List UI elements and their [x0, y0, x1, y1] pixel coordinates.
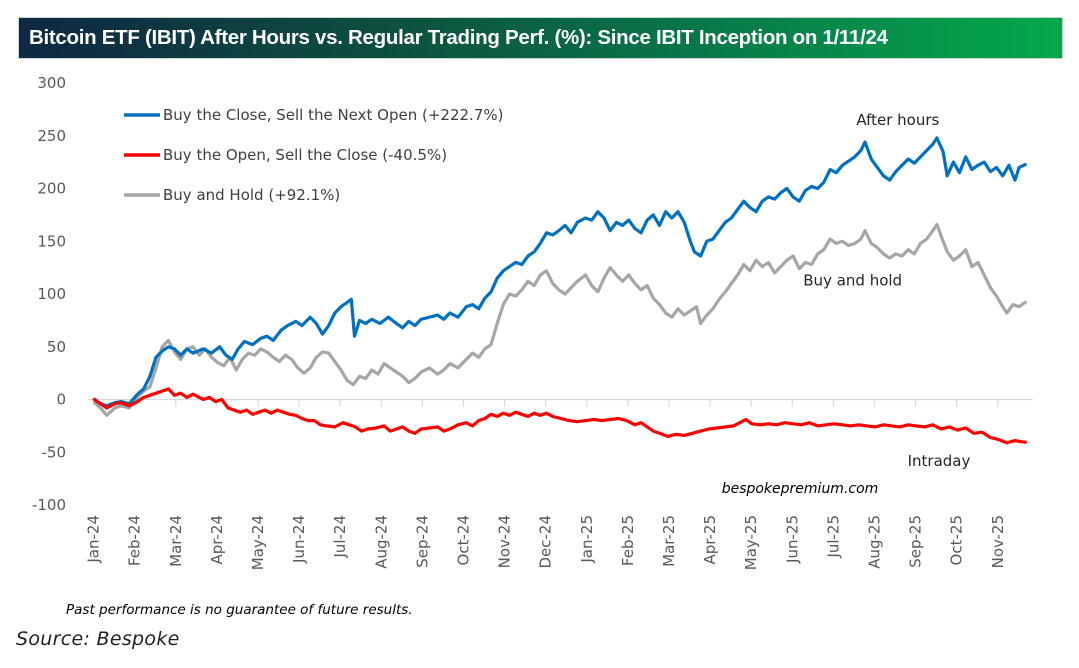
axes: -100 -50 0 50 100 150 200 250 300 Jan-24 Feb-24 Mar…: [32, 74, 1033, 570]
x-tick-label: Jun-24: [290, 515, 308, 564]
disclaimer: Past performance is no guarantee of futu…: [66, 602, 413, 618]
x-tick-label: Nov-25: [989, 515, 1007, 568]
watermark: bespokepremium.com: [722, 481, 879, 497]
y-tick-label: -50: [42, 443, 67, 461]
series-line-1: [92, 387, 1027, 445]
y-tick-label: 250: [37, 127, 66, 145]
y-tick-label: 0: [56, 391, 66, 409]
x-tick-label: Oct-25: [948, 515, 966, 565]
series-layer: [92, 136, 1027, 445]
chart-title: Bitcoin ETF (IBIT) After Hours vs. Regul…: [18, 17, 1063, 59]
x-tick-label: Sep-25: [907, 515, 925, 568]
x-tick-label: Oct-24: [454, 515, 472, 565]
x-tick-label: Jan-24: [85, 515, 103, 564]
x-tick-label: Jul-25: [824, 515, 842, 559]
x-tick-label: Jun-25: [783, 515, 801, 564]
x-tick-label: Sep-24: [413, 515, 431, 568]
y-tick-label: 100: [37, 285, 66, 303]
annotation-label: Buy and hold: [803, 272, 902, 290]
legend-label-2: Buy and Hold (+92.1%): [163, 186, 340, 204]
source-note: Source: Bespoke: [16, 628, 180, 650]
legend-label-1: Buy the Open, Sell the Close (-40.5%): [163, 146, 447, 164]
x-tick-label: Nov-24: [496, 515, 514, 568]
x-tick-label: Feb-24: [126, 515, 144, 566]
x-tick-label: Apr-25: [701, 515, 719, 565]
x-tick-label: Jul-24: [331, 515, 349, 559]
x-tick-label: Aug-24: [372, 515, 390, 569]
x-tick-label: Aug-25: [865, 515, 883, 569]
annotations: After hours Buy and hold Intraday: [803, 111, 970, 470]
x-tick-label: May-25: [742, 515, 760, 570]
y-tick-label: -100: [32, 496, 66, 514]
x-tick-label: Mar-24: [167, 515, 185, 567]
y-tick-label: 200: [37, 180, 66, 198]
annotation-label: Intraday: [908, 452, 971, 470]
x-tick-label: Mar-25: [660, 515, 678, 567]
series-line-0: [92, 136, 1027, 408]
x-tick-label: Apr-24: [208, 515, 226, 565]
series-line-2: [92, 222, 1027, 417]
annotation-label: After hours: [856, 111, 939, 129]
legend-label-0: Buy the Close, Sell the Next Open (+222.…: [163, 106, 503, 124]
legend: Buy the Close, Sell the Next Open (+222.…: [124, 106, 503, 204]
x-tick-label: Dec-24: [537, 515, 555, 569]
x-tick-label: May-24: [249, 515, 267, 570]
x-tick-label: Feb-25: [619, 515, 637, 566]
y-tick-label: 150: [37, 232, 66, 250]
y-tick-label: 50: [47, 338, 66, 356]
x-tick-label: Jan-25: [578, 515, 596, 564]
y-tick-label: 300: [37, 74, 66, 92]
